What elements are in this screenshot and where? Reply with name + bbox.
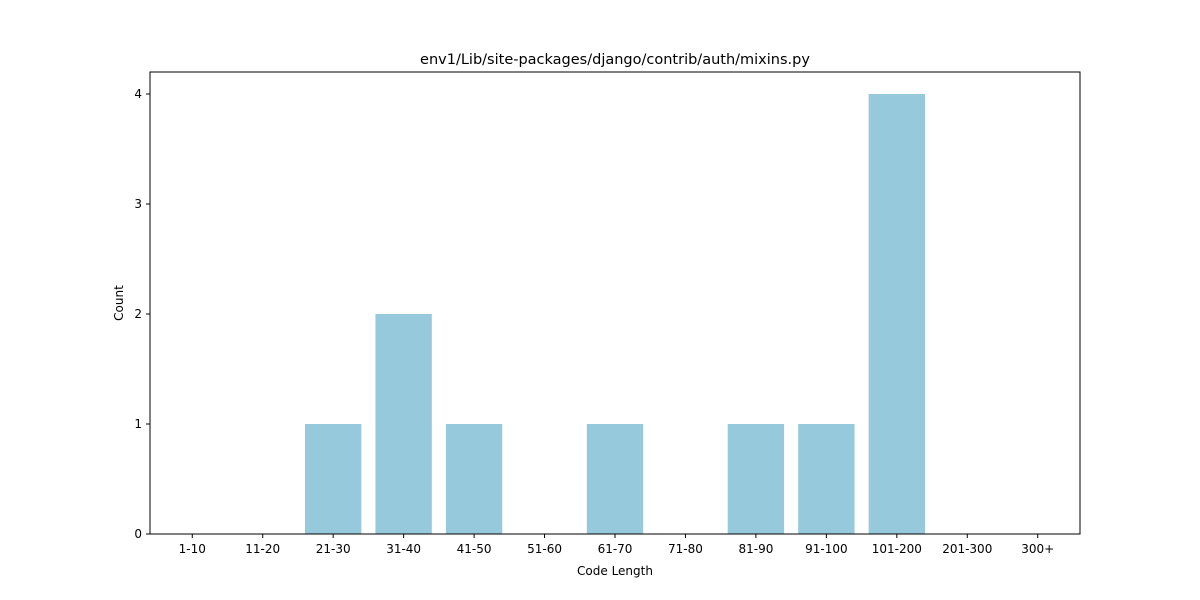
x-tick-label: 61-70 [598,542,633,556]
y-tick-label: 0 [134,527,142,541]
bar-41-50 [445,424,503,534]
x-axis: 1-10 11-20 21-30 31-40 41-50 51-60 61-70 71-80 8… [179,534,1054,556]
x-tick-label: 31-40 [386,542,421,556]
x-tick-label: 91-100 [805,542,848,556]
bar-101-200 [868,94,925,534]
bar-31-40 [375,314,432,534]
y-tick-label: 3 [134,197,142,211]
x-tick-label: 300+ [1021,542,1054,556]
x-tick-label: 81-90 [738,542,773,556]
bars-group [305,94,925,534]
chart-title: env1/Lib/site-packages/django/contrib/au… [420,52,810,68]
x-tick-label: 71-80 [668,542,703,556]
x-tick-label: 201-300 [942,542,992,556]
bar-61-70 [586,424,644,534]
y-axis-label: Count [112,285,126,321]
x-tick-label: 101-200 [872,542,922,556]
x-tick-label: 21-30 [316,542,351,556]
x-tick-label: 11-20 [245,542,280,556]
y-tick-label: 4 [134,87,142,101]
x-tick-label: 1-10 [179,542,206,556]
y-tick-label: 1 [134,417,142,431]
bar-21-30 [305,424,362,534]
x-tick-label: 51-60 [527,542,562,556]
x-axis-label: Code Length [577,564,653,578]
x-tick-label: 41-50 [457,542,492,556]
y-axis: 0 1 2 3 4 [134,87,150,541]
bar-81-90 [727,424,785,534]
y-tick-label: 2 [134,307,142,321]
bar-91-100 [798,424,855,534]
